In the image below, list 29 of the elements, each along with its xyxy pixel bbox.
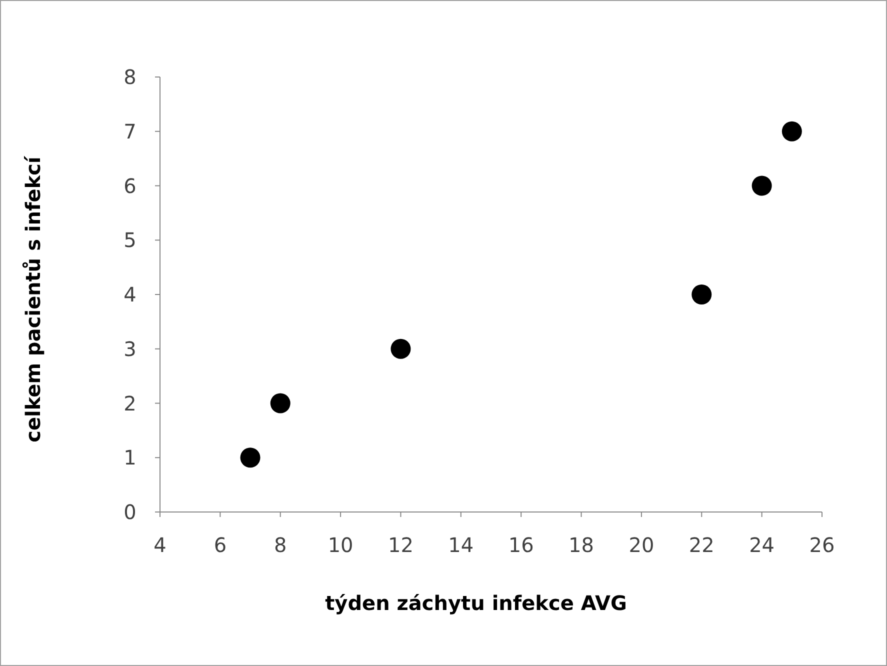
y-tick-label: 8 [124,65,136,89]
y-tick-label: 6 [124,174,136,198]
x-tick-label: 12 [388,533,414,557]
x-tick-label: 4 [154,533,166,557]
x-tick-label: 6 [214,533,227,557]
x-axis-title: týden záchytu infekce AVG [325,591,627,615]
x-tick-label: 20 [628,533,654,557]
point [782,121,802,142]
point [240,448,260,468]
y-axis-title: celkem pacientů s infekcí [21,155,45,442]
y-tick-label: 3 [124,336,136,361]
y-tick-label: 7 [124,119,136,144]
x-tick-label: 8 [274,533,287,557]
x-tick-label: 10 [328,533,354,557]
point [270,393,290,414]
point [390,338,411,359]
x-tick-label: 24 [749,533,775,557]
y-tick-label: 1 [124,446,136,470]
point [692,284,712,304]
point [752,176,772,196]
x-tick-label: 18 [568,533,594,557]
x-tick-label: 16 [508,533,534,557]
y-tick-label: 5 [124,228,136,252]
y-tick-label: 4 [124,282,136,306]
x-tick-label: 14 [448,533,474,557]
x-tick-label: 22 [688,533,714,557]
y-tick-label: 2 [124,391,136,416]
y-tick-label: 0 [124,500,136,524]
x-tick-label: 26 [809,533,835,557]
